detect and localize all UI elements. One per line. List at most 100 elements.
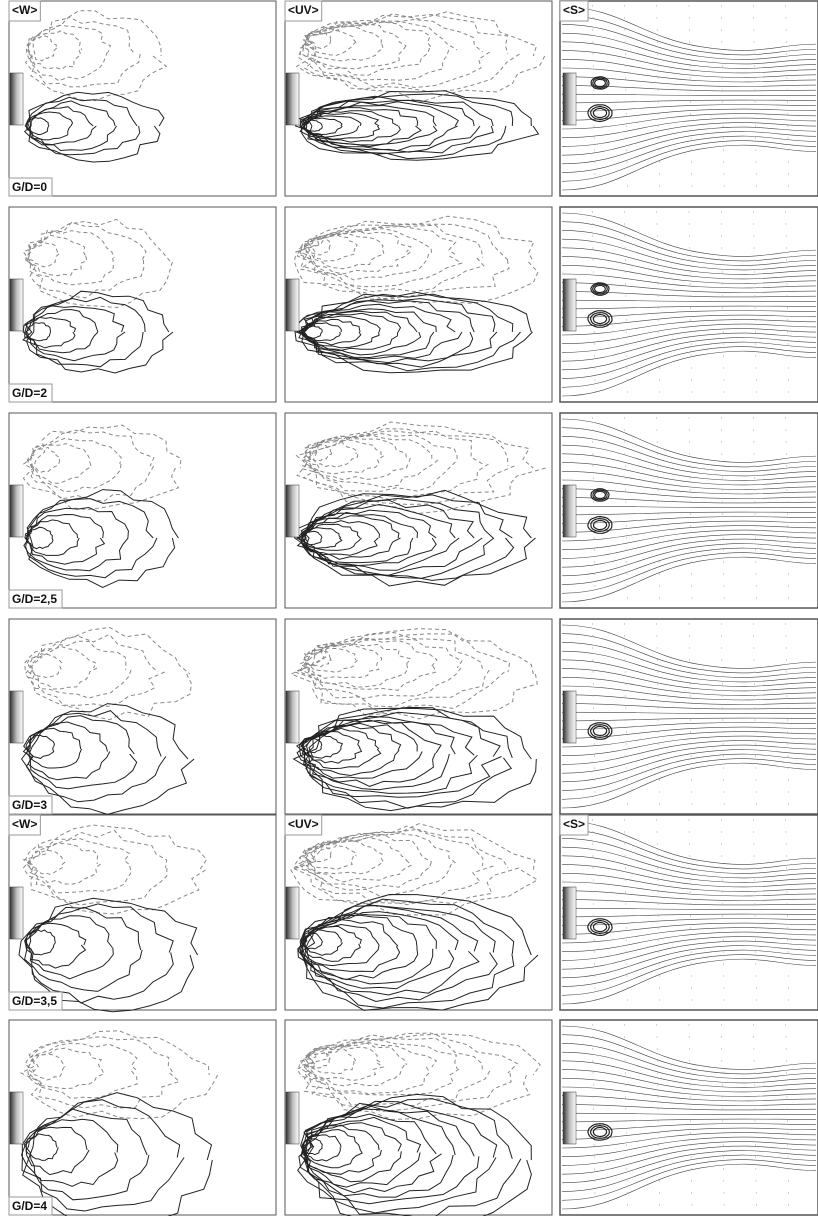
panel-frame bbox=[559, 206, 818, 403]
streamline bbox=[561, 717, 817, 722]
dashed-contour bbox=[299, 229, 412, 275]
solid-contour bbox=[22, 721, 111, 781]
solid-contour bbox=[307, 93, 514, 160]
dashed-contour bbox=[296, 831, 458, 898]
panel-frame bbox=[8, 206, 277, 403]
dashed-contour bbox=[25, 230, 115, 286]
solid-contour bbox=[24, 519, 80, 556]
solid-contour bbox=[20, 703, 195, 815]
dashed-contour bbox=[293, 633, 511, 714]
label-box bbox=[8, 383, 53, 403]
dashed-contour bbox=[25, 221, 147, 299]
panel: <UV> bbox=[284, 0, 553, 197]
column-header: <W> bbox=[12, 817, 37, 831]
streamline bbox=[561, 556, 817, 603]
streamline bbox=[561, 58, 817, 78]
panel: G/D=4 bbox=[8, 1019, 277, 1216]
streamline bbox=[561, 676, 817, 696]
dashed-contour bbox=[304, 1049, 331, 1069]
dashed-contour bbox=[298, 637, 438, 691]
panel bbox=[284, 206, 553, 403]
streamline bbox=[561, 1069, 817, 1093]
solid-contour bbox=[298, 499, 483, 576]
streamline bbox=[561, 1141, 817, 1166]
streamline bbox=[561, 633, 817, 674]
streamline bbox=[561, 1043, 817, 1079]
dashed-contour bbox=[304, 648, 332, 668]
dashed-contour bbox=[27, 443, 92, 484]
solid-contour bbox=[18, 897, 199, 1013]
streamline bbox=[561, 762, 817, 809]
streamline bbox=[561, 436, 817, 472]
cylinder bbox=[285, 72, 300, 126]
streamline bbox=[561, 453, 817, 481]
streamline bbox=[561, 907, 817, 910]
solid-contour bbox=[592, 489, 608, 501]
dashed-contour bbox=[302, 435, 411, 481]
solid-contour bbox=[305, 1116, 422, 1188]
gd-label: G/D=3 bbox=[12, 798, 47, 812]
streamline bbox=[561, 1145, 817, 1175]
dashed-contour bbox=[303, 843, 357, 871]
dashed-contour bbox=[27, 1053, 66, 1081]
streamline bbox=[561, 744, 817, 774]
streamline bbox=[561, 1051, 817, 1084]
solid-contour bbox=[302, 509, 437, 567]
solid-contour bbox=[303, 523, 362, 551]
streamline bbox=[561, 144, 817, 191]
cylinder bbox=[562, 278, 577, 332]
streamline bbox=[561, 740, 817, 765]
streamline bbox=[561, 418, 817, 463]
solid-contour bbox=[593, 284, 606, 294]
dashed-contour bbox=[22, 437, 122, 492]
streamline bbox=[561, 931, 817, 953]
streamline bbox=[561, 659, 817, 687]
solid-contour bbox=[301, 530, 323, 546]
solid-contour bbox=[302, 1113, 442, 1194]
solid-contour bbox=[26, 322, 52, 342]
streamline bbox=[561, 6, 817, 51]
solid-contour bbox=[592, 921, 608, 933]
label-box bbox=[559, 814, 589, 836]
panel: G/D=2,5 bbox=[8, 412, 277, 609]
dashed-contour bbox=[304, 845, 332, 863]
streamline bbox=[561, 122, 817, 147]
solid-contour bbox=[590, 488, 610, 502]
dashed-contour bbox=[29, 429, 155, 503]
streamline bbox=[561, 838, 817, 874]
streamline bbox=[561, 753, 817, 791]
solid-contour bbox=[28, 715, 138, 790]
cylinder bbox=[9, 72, 24, 126]
dashed-contour bbox=[302, 233, 358, 262]
panel: <W> G/D=0 bbox=[8, 0, 277, 197]
streamline bbox=[561, 1163, 817, 1210]
panel-frame bbox=[559, 0, 818, 197]
solid-contour bbox=[589, 919, 610, 935]
cylinder bbox=[9, 1091, 24, 1145]
solid-contour bbox=[296, 511, 419, 564]
solid-contour bbox=[296, 719, 442, 787]
solid-contour bbox=[299, 106, 422, 146]
streamline bbox=[561, 735, 817, 757]
panel: <S> bbox=[559, 814, 818, 1011]
streamline bbox=[561, 15, 817, 56]
panel-frame bbox=[284, 0, 553, 197]
streamline bbox=[561, 525, 817, 542]
solid-contour bbox=[589, 724, 610, 739]
panel-frame bbox=[284, 412, 553, 609]
streamline bbox=[561, 703, 817, 710]
streamline bbox=[561, 328, 817, 353]
streamline bbox=[561, 1150, 817, 1184]
streamline bbox=[561, 332, 817, 362]
streamline bbox=[561, 1132, 817, 1149]
dashed-contour bbox=[299, 21, 433, 76]
streamline bbox=[561, 113, 817, 130]
dashed-contour bbox=[24, 640, 132, 699]
panel bbox=[559, 206, 818, 403]
streamline bbox=[561, 864, 817, 888]
solid-contour bbox=[27, 915, 114, 980]
streamline bbox=[561, 913, 817, 918]
dashed-contour bbox=[299, 631, 490, 708]
dashed-contour bbox=[304, 442, 333, 462]
solid-contour bbox=[300, 322, 342, 342]
